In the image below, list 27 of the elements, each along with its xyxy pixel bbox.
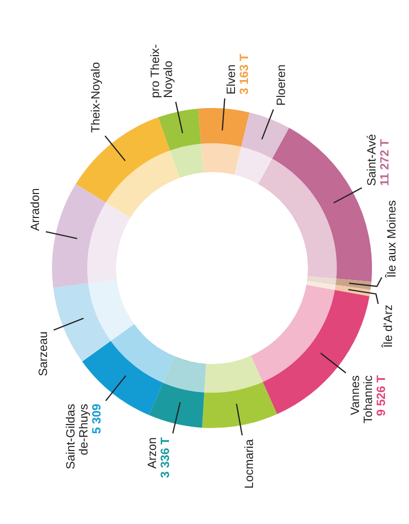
data-label: 3 336 T (158, 436, 172, 478)
slice-label: Île aux Moines (384, 200, 399, 279)
donut-slice (202, 356, 278, 428)
slice-label: Sarzeau (36, 331, 50, 376)
slice-label: Locmaria (242, 438, 256, 489)
slice-label: Saint-Gildas de-Rhuys (63, 404, 90, 470)
slice-label: Ploeren (274, 64, 288, 106)
slice-label: Elven (224, 64, 238, 94)
data-label: 3 163 T (237, 53, 251, 94)
slice-label: Vannes Tohannic (348, 375, 375, 424)
slice-label: pro Theix-Noyalo (148, 44, 175, 98)
data-label: 11 272 T (377, 138, 392, 186)
donut-slice (149, 356, 206, 428)
donut-slice (158, 108, 204, 178)
donut-slice (52, 184, 130, 288)
slice-label: Theix-Noyalo (88, 62, 103, 133)
donut-slice (198, 108, 250, 175)
donut-slice (234, 112, 290, 184)
data-label: 9 526 T (374, 374, 388, 416)
donut-slice (307, 276, 372, 290)
data-label: 5 309 (89, 404, 104, 434)
slice-label: Arzon (144, 437, 159, 469)
slice-label: Saint-Avé (364, 134, 378, 186)
donut-slice (306, 281, 371, 296)
slice-label: Arradon (28, 188, 42, 231)
slice-label: Île d'Arz (381, 304, 396, 349)
donut-slice (53, 280, 134, 362)
